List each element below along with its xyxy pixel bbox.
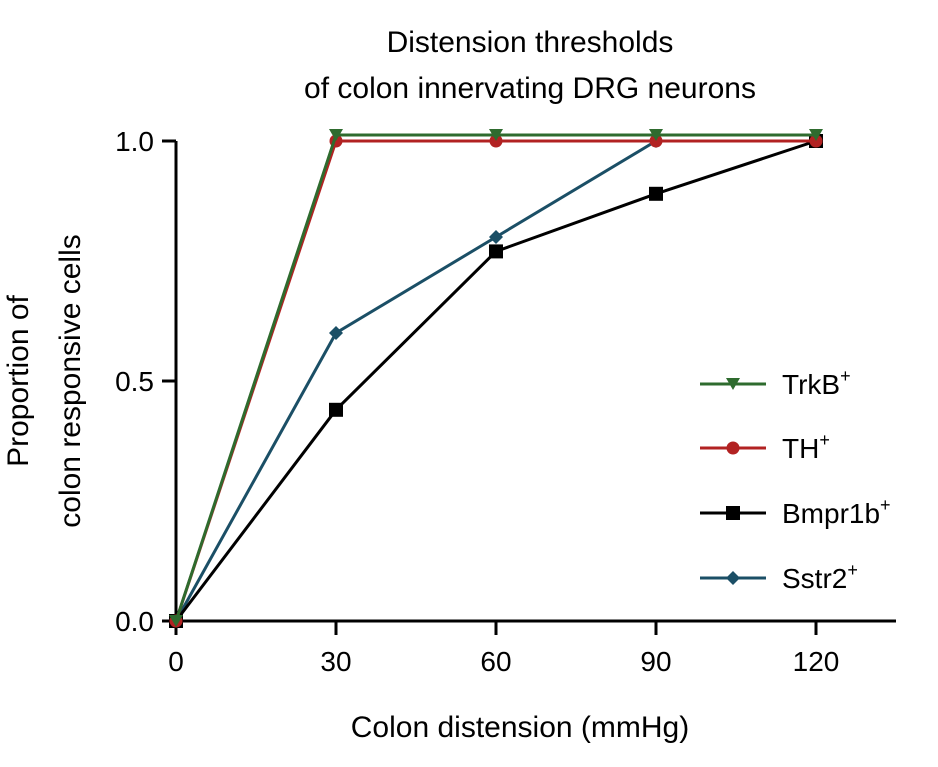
legend-item-th: TH+ xyxy=(700,430,830,464)
y-tick-label: 0.5 xyxy=(115,366,154,397)
data-point xyxy=(649,129,663,141)
y-axis-title-line-1: Proportion of xyxy=(2,294,35,466)
series-line xyxy=(174,139,816,622)
x-tick-label: 90 xyxy=(640,646,671,677)
legend-label-superscript: + xyxy=(840,366,851,386)
series-sstr2 xyxy=(169,134,823,628)
series-th xyxy=(169,134,823,628)
legend-label: TH+ xyxy=(782,430,830,464)
legend-item-sstr2: Sstr2+ xyxy=(700,560,858,594)
series-bmpr1b xyxy=(169,134,823,628)
legend-label: Bmpr1b+ xyxy=(782,495,891,529)
chart-title-line-2: of colon innervating DRG neurons xyxy=(304,72,756,105)
data-point xyxy=(489,129,503,141)
legend-label-superscript: + xyxy=(819,430,830,450)
x-axis-title: Colon distension (mmHg) xyxy=(351,711,689,744)
chart-title-line-1: Distension thresholds xyxy=(387,26,674,59)
series-trkb xyxy=(169,129,823,627)
legend-label: Sstr2+ xyxy=(782,560,858,594)
data-point xyxy=(329,129,343,141)
x-tick-label: 60 xyxy=(480,646,511,677)
data-point xyxy=(809,129,823,141)
series-line xyxy=(174,139,817,622)
legend-swatch-marker xyxy=(726,378,740,390)
legend-label-superscript: + xyxy=(847,560,858,580)
y-tick-label: 1.0 xyxy=(115,126,154,157)
data-point xyxy=(329,326,343,340)
data-point xyxy=(489,230,503,244)
data-point xyxy=(329,402,343,417)
series-layer xyxy=(169,129,823,628)
data-point xyxy=(489,244,503,259)
data-point xyxy=(169,615,183,627)
x-tick-label: 0 xyxy=(168,646,184,677)
series-line xyxy=(174,133,816,622)
legend: TrkB+ TH+ Bmpr1b+ Sstr2+ xyxy=(700,366,891,594)
axes: 0.0 0.5 1.0 0 30 60 90 120 xyxy=(115,126,896,677)
legend-label-superscript: + xyxy=(880,495,891,515)
x-tick-label: 120 xyxy=(793,646,840,677)
legend-label: TrkB+ xyxy=(782,366,851,400)
x-tick-label: 30 xyxy=(320,646,351,677)
y-axis-title-line-2: colon responsive cells xyxy=(54,234,87,527)
legend-swatch-marker xyxy=(726,571,740,585)
series-line xyxy=(174,139,816,622)
legend-item-trkb: TrkB+ xyxy=(700,366,851,400)
legend-item-bmpr1b: Bmpr1b+ xyxy=(700,495,891,529)
legend-swatch-marker xyxy=(726,441,740,455)
data-point xyxy=(649,186,663,201)
legend-swatch-marker xyxy=(726,506,740,520)
y-tick-label: 0.0 xyxy=(115,606,154,637)
